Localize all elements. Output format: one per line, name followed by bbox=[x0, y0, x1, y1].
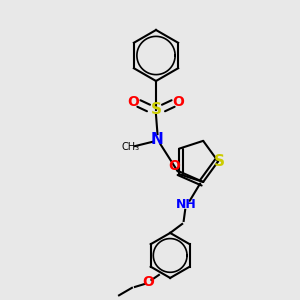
Text: NH: NH bbox=[176, 198, 197, 211]
Text: S: S bbox=[151, 102, 161, 117]
Text: O: O bbox=[128, 95, 140, 109]
Text: S: S bbox=[214, 154, 225, 169]
Text: CH₃: CH₃ bbox=[122, 142, 140, 152]
Text: O: O bbox=[172, 95, 184, 109]
Text: N: N bbox=[151, 132, 164, 147]
Text: O: O bbox=[142, 275, 154, 290]
Text: O: O bbox=[168, 159, 180, 173]
